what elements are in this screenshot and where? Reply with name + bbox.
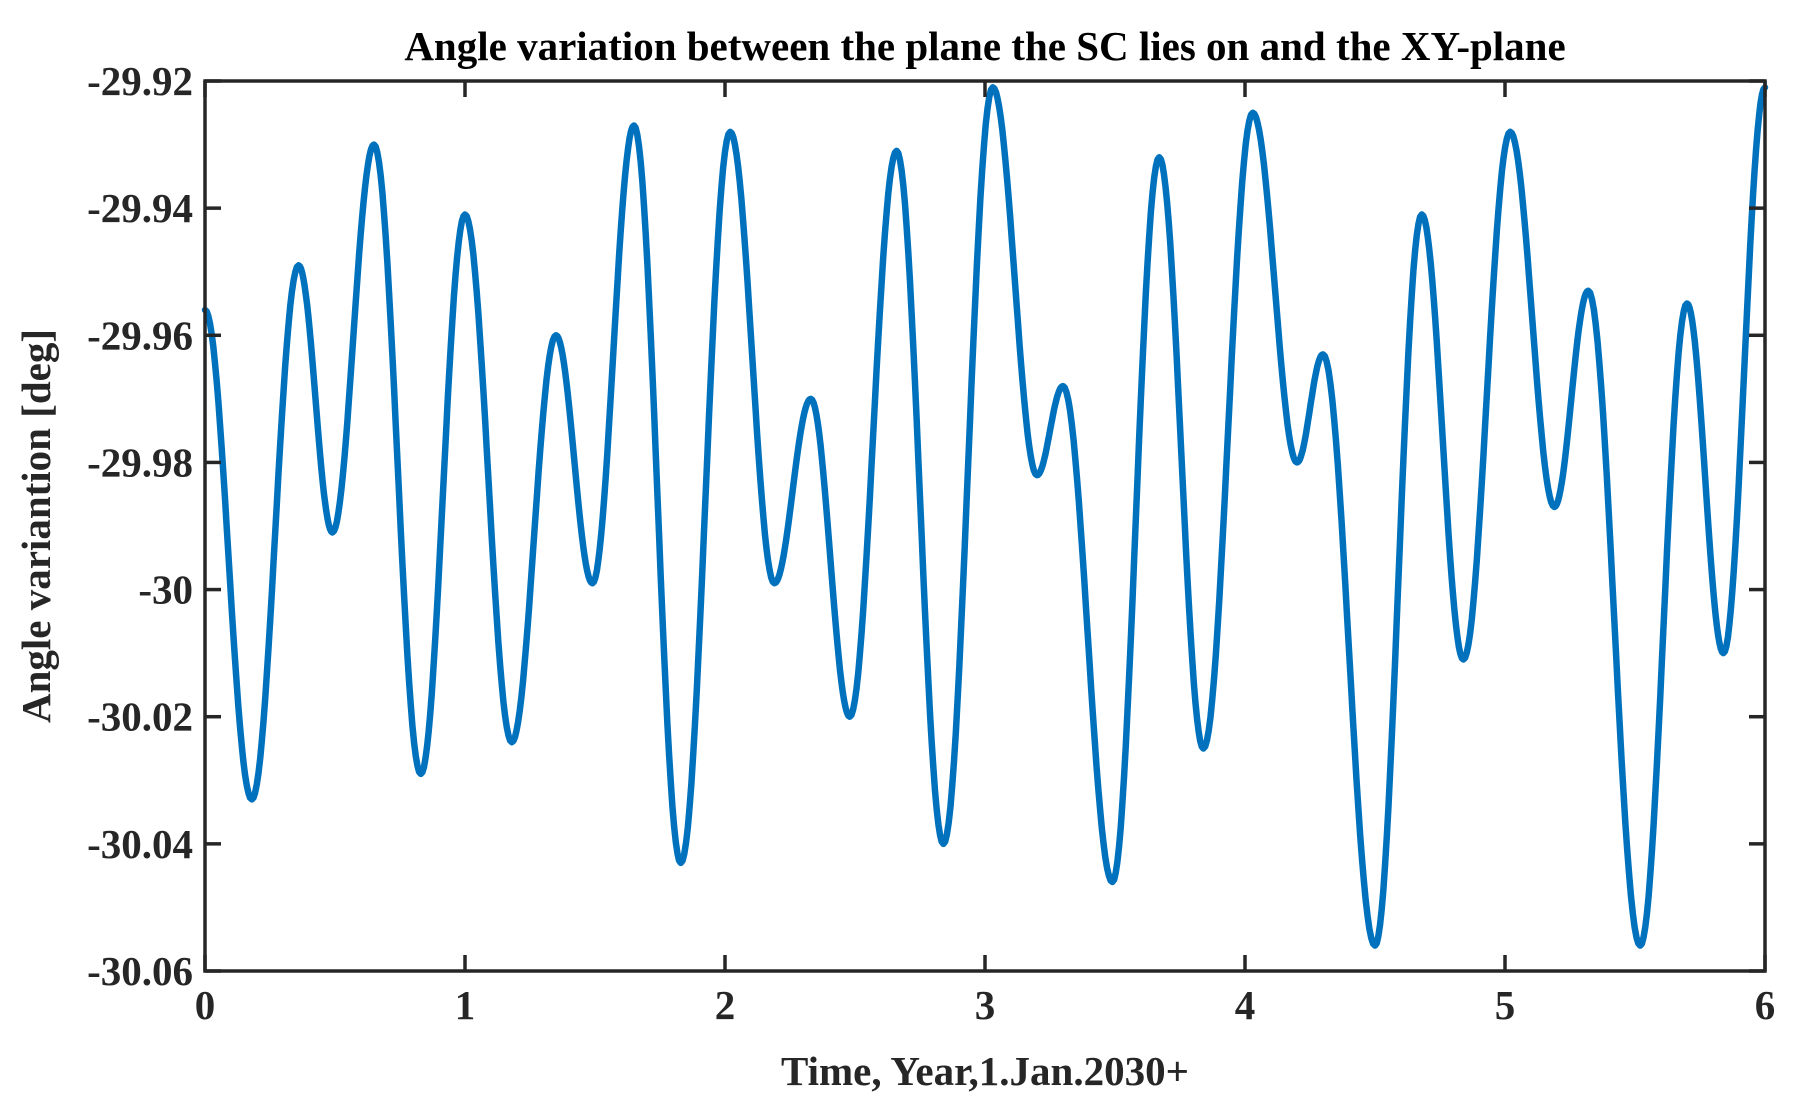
x-tick-label: 0 — [195, 982, 216, 1028]
x-tick-label: 6 — [1755, 982, 1776, 1028]
y-tick-label: -29.98 — [87, 439, 193, 485]
series-line-0 — [201, 84, 1769, 949]
x-tick-label: 1 — [455, 982, 476, 1028]
chart-marks: 0 1 2 3 4 5 6 -29.92 -29.94 -29.96 -29.98 -30 -30.02… — [87, 58, 1775, 1028]
x-tick-label: 3 — [975, 982, 996, 1028]
x-tick-label: 4 — [1235, 982, 1256, 1028]
plot-frame — [203, 79, 1767, 973]
y-tick-label: -30 — [138, 567, 193, 613]
y-tick-label: -29.92 — [87, 58, 193, 104]
x-axis-label: Time, Year,1.Jan.2030+ — [781, 1048, 1189, 1093]
chart-title: Angle variation between the plane the SC… — [404, 23, 1565, 69]
x-tick-label: 2 — [715, 982, 736, 1028]
y-axis-label: Angle variantion [deg] — [13, 329, 59, 723]
y-tick-label: -29.96 — [87, 312, 193, 358]
y-tick-label: -30.06 — [87, 948, 193, 994]
y-tick-label: -30.04 — [87, 821, 193, 867]
y-tick-label: -29.94 — [87, 185, 193, 231]
plot-area — [205, 81, 1765, 971]
y-tick-label: -30.02 — [87, 694, 193, 740]
x-tick-label: 5 — [1495, 982, 1516, 1028]
